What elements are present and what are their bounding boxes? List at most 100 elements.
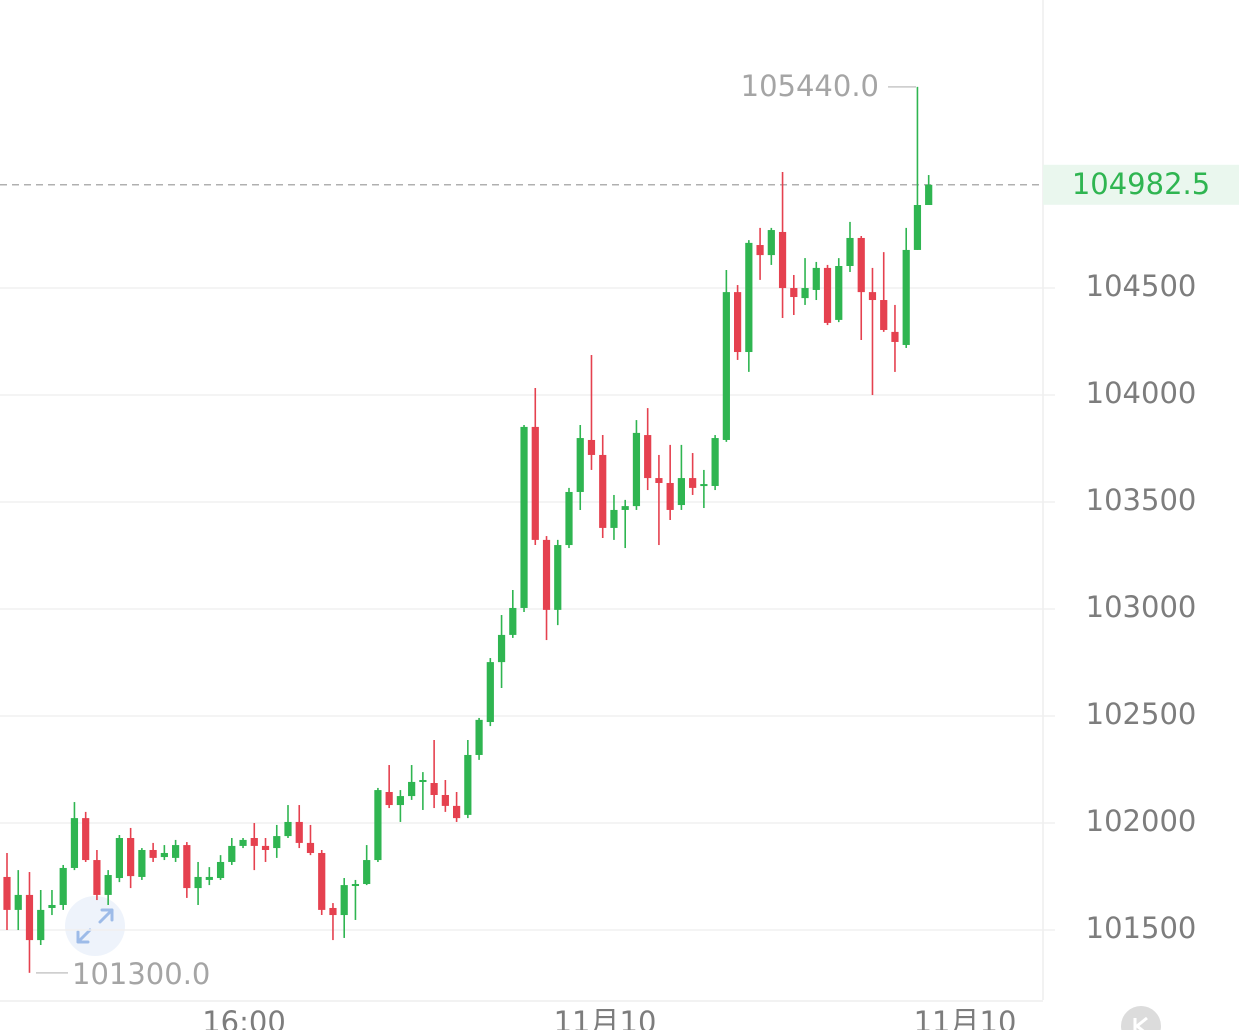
candle-body xyxy=(565,491,573,546)
candle-body xyxy=(756,245,764,256)
candle-body xyxy=(318,852,326,910)
y-tick-label: 103500 xyxy=(1086,483,1197,517)
candle-body xyxy=(295,821,303,843)
candle-body xyxy=(599,454,607,528)
candle-body xyxy=(408,781,416,797)
candle-body xyxy=(149,849,157,858)
candle-body xyxy=(3,876,11,910)
expand-icon-bg xyxy=(65,896,125,956)
candle-body xyxy=(722,292,730,440)
candle-body xyxy=(745,242,753,353)
candle-body xyxy=(396,796,404,806)
min-label: 101300.0 xyxy=(72,957,210,991)
kline-button[interactable] xyxy=(1121,1006,1161,1030)
candle-body xyxy=(509,607,517,635)
candle-body xyxy=(700,484,708,487)
candle-body xyxy=(261,845,270,850)
candle-body xyxy=(621,506,629,510)
candle-body xyxy=(913,205,922,250)
candle-body xyxy=(306,842,315,853)
candle-body xyxy=(351,884,360,887)
candle-body xyxy=(284,821,292,837)
max-label: 105440.0 xyxy=(741,69,879,103)
candle-body xyxy=(554,545,562,610)
candle-body xyxy=(576,438,584,492)
candle-body xyxy=(542,539,551,610)
candle-body xyxy=(868,292,877,301)
candle-body xyxy=(587,439,596,455)
candle-body xyxy=(891,331,899,342)
candle-body xyxy=(385,791,393,806)
y-tick-label: 103000 xyxy=(1086,590,1197,624)
candle-body xyxy=(205,876,213,880)
y-tick-label: 102000 xyxy=(1086,804,1197,838)
candle-body xyxy=(59,867,67,905)
candle-body xyxy=(846,237,854,266)
candle-body xyxy=(340,885,348,916)
candle-body xyxy=(677,478,685,506)
candle-body xyxy=(790,288,798,298)
candle-body xyxy=(857,237,865,293)
candle-body xyxy=(823,267,832,323)
candle-body xyxy=(419,780,427,783)
candle-body xyxy=(216,861,225,879)
candle-body xyxy=(520,426,528,608)
candle-body xyxy=(453,805,461,819)
candle-body xyxy=(655,478,663,483)
candle-body xyxy=(37,909,45,941)
kline-button-icon xyxy=(1133,1016,1148,1030)
candle-body xyxy=(70,818,79,868)
candle-body xyxy=(880,300,888,330)
candle-body xyxy=(273,836,281,849)
x-tick-label: 11月10 xyxy=(914,1005,1017,1030)
candle-body xyxy=(160,852,168,858)
y-tick-label: 101500 xyxy=(1086,911,1197,945)
candle-body xyxy=(172,845,180,858)
candle-body xyxy=(801,288,809,299)
candle-body xyxy=(835,265,843,320)
candle-body xyxy=(486,662,494,723)
candle-body xyxy=(925,184,933,206)
candle-body xyxy=(115,838,123,879)
candle-body xyxy=(127,838,135,877)
expand-icon-arrows xyxy=(76,908,114,944)
candle-body xyxy=(497,634,506,663)
candle-body xyxy=(902,249,910,345)
candle-body xyxy=(138,849,146,877)
candle-body xyxy=(250,838,258,846)
candle-body xyxy=(239,839,247,846)
candle-body xyxy=(531,426,539,540)
kline-button-bg xyxy=(1121,1006,1161,1030)
candle-body xyxy=(689,478,697,488)
last-price-label: 104982.5 xyxy=(1072,167,1210,201)
candle-body xyxy=(82,818,90,861)
candle-body xyxy=(104,875,112,895)
candle-body xyxy=(711,438,719,486)
candle-body xyxy=(374,790,382,861)
candle-body xyxy=(430,783,438,795)
candle-body xyxy=(475,719,483,755)
candle-body xyxy=(610,509,618,528)
candle-body xyxy=(329,907,337,916)
y-tick-label: 104500 xyxy=(1086,269,1197,303)
y-tick-label: 104000 xyxy=(1086,376,1197,410)
expand-icon[interactable] xyxy=(65,896,125,956)
candle-body xyxy=(363,860,371,885)
last-price-bg xyxy=(1043,164,1239,205)
candle-body xyxy=(666,482,674,510)
candle-body xyxy=(228,845,236,862)
candle-body xyxy=(183,845,191,889)
candle-body xyxy=(194,876,202,889)
candle-body xyxy=(14,894,22,910)
candle-body xyxy=(93,860,101,895)
candle-body xyxy=(25,894,34,941)
y-tick-label: 102500 xyxy=(1086,697,1197,731)
candle-body xyxy=(734,292,742,353)
x-tick-label: 16:00 xyxy=(202,1005,286,1030)
candle-body xyxy=(778,231,787,289)
candle-body xyxy=(48,904,56,908)
candle-body xyxy=(644,435,652,479)
candle-body xyxy=(441,794,449,806)
